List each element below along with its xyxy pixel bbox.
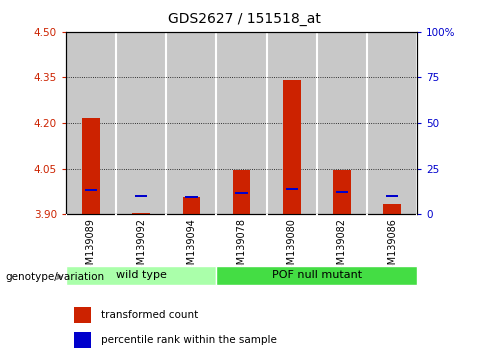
- Bar: [333, 170, 351, 214]
- Bar: [185, 196, 198, 198]
- Bar: [132, 213, 150, 214]
- Bar: [66, 32, 116, 214]
- Text: GSM139086: GSM139086: [387, 218, 397, 276]
- Bar: [82, 119, 100, 214]
- Bar: [183, 198, 200, 214]
- Bar: [285, 188, 298, 190]
- Text: GSM139089: GSM139089: [86, 218, 96, 276]
- Text: GSM139080: GSM139080: [287, 218, 297, 276]
- Text: genotype/variation: genotype/variation: [5, 272, 104, 282]
- Bar: [386, 195, 398, 198]
- Text: GSM139082: GSM139082: [337, 218, 347, 277]
- Bar: [217, 32, 266, 214]
- Bar: [384, 204, 401, 214]
- Bar: [66, 266, 217, 285]
- Bar: [85, 189, 97, 192]
- Bar: [317, 32, 367, 214]
- Text: POF null mutant: POF null mutant: [272, 270, 362, 280]
- Bar: [283, 80, 301, 214]
- Bar: [336, 191, 348, 193]
- Text: GDS2627 / 151518_at: GDS2627 / 151518_at: [167, 12, 321, 27]
- Bar: [235, 192, 248, 194]
- Bar: [116, 32, 166, 214]
- Bar: [74, 332, 91, 348]
- Text: transformed count: transformed count: [101, 310, 199, 320]
- Bar: [367, 32, 417, 214]
- Bar: [217, 266, 417, 285]
- Text: GSM139094: GSM139094: [186, 218, 196, 276]
- Bar: [233, 170, 250, 214]
- Bar: [135, 195, 147, 198]
- Text: wild type: wild type: [116, 270, 166, 280]
- Bar: [74, 307, 91, 323]
- Text: GSM139092: GSM139092: [136, 218, 146, 277]
- Text: GSM139078: GSM139078: [237, 218, 246, 277]
- Bar: [266, 32, 317, 214]
- Bar: [166, 32, 217, 214]
- Text: percentile rank within the sample: percentile rank within the sample: [101, 335, 277, 346]
